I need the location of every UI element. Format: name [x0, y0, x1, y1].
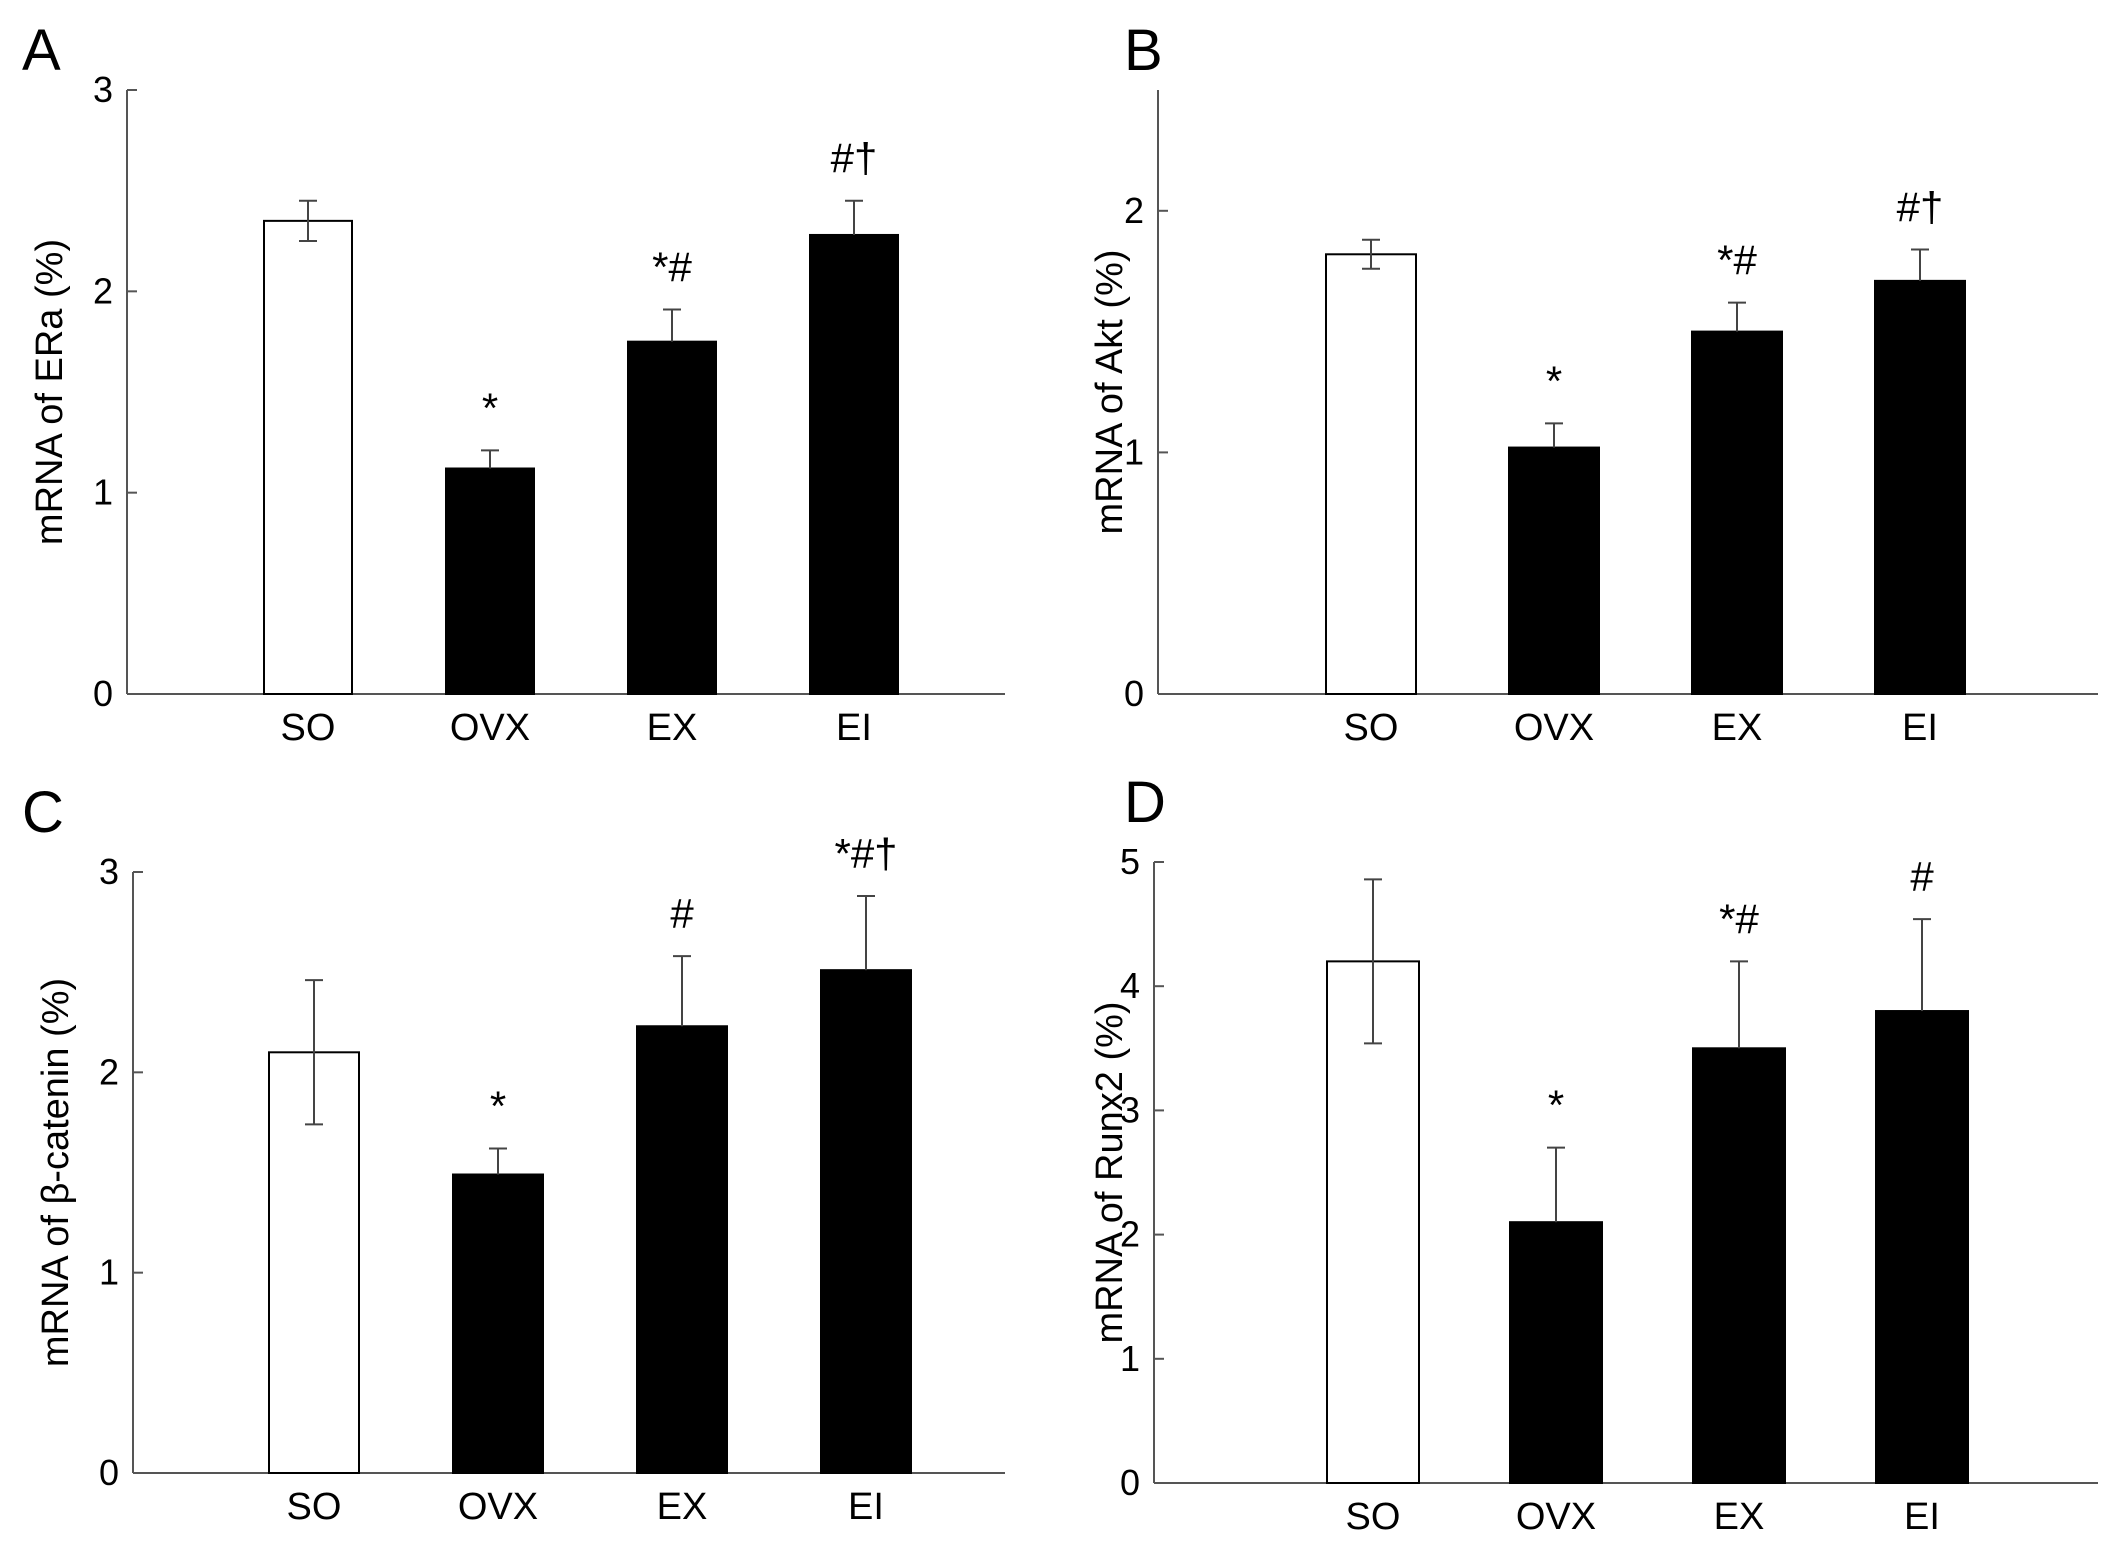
x-tick-label: SO: [1346, 1496, 1401, 1538]
x-tick-label: EI: [1902, 707, 1938, 749]
significance-label: *#: [1719, 895, 1759, 942]
y-tick-label: 2: [99, 1051, 119, 1092]
significance-label: *#: [652, 243, 692, 290]
y-tick-label: 1: [1120, 1338, 1140, 1379]
x-tick-label: OVX: [458, 1486, 538, 1528]
x-tick-label: EX: [647, 707, 698, 749]
y-tick-label: 3: [93, 69, 113, 110]
bar-so: [1325, 253, 1417, 695]
bar-ovx: [445, 467, 535, 695]
y-tick-label: 0: [1120, 1462, 1140, 1503]
y-tick-label: 2: [93, 270, 113, 311]
x-tick-label: SO: [281, 707, 336, 749]
y-tick-label: 1: [99, 1252, 119, 1293]
panel-letter: B: [1124, 18, 1163, 83]
y-tick-label: 0: [1124, 673, 1144, 714]
bar-ei: [1875, 1010, 1969, 1484]
y-tick-label: 0: [93, 673, 113, 714]
y-tick-label: 3: [1120, 1089, 1140, 1130]
bar-ex: [1692, 1047, 1786, 1485]
panel-a: A 0 1 2 3 mRNA of ERa (%) SO OVX * EX *# EI #†: [22, 18, 1005, 749]
significance-label: #: [670, 890, 694, 937]
x-tick-label: EI: [1904, 1496, 1940, 1538]
x-tick-label: OVX: [450, 707, 530, 749]
y-axis-label: mRNA of Akt (%): [1089, 249, 1131, 534]
x-tick-label: EI: [836, 707, 872, 749]
x-tick-label: EX: [1712, 707, 1763, 749]
y-tick-label: 0: [99, 1452, 119, 1493]
y-axis-label: mRNA of ERa (%): [29, 239, 71, 545]
panel-letter: A: [22, 18, 61, 83]
significance-label: #†: [831, 135, 878, 182]
y-axis-label: mRNA of β-catenin (%): [35, 978, 77, 1367]
bar-ovx: [1509, 1221, 1603, 1485]
y-tick-label: 2: [1124, 190, 1144, 231]
bar-ei: [809, 233, 899, 696]
x-tick-label: SO: [1344, 707, 1399, 749]
significance-label: *: [482, 384, 498, 431]
y-tick-label: 2: [1120, 1214, 1140, 1255]
bar-ovx: [1508, 446, 1600, 695]
bar-ex: [1691, 330, 1783, 695]
y-tick-label: 3: [99, 851, 119, 892]
panel-letter: C: [22, 780, 64, 845]
bar-so: [263, 219, 353, 695]
x-tick-label: EI: [848, 1486, 884, 1528]
bar-ei: [820, 969, 912, 1474]
bar-ei: [1874, 279, 1966, 695]
significance-label: *: [1546, 357, 1562, 404]
significance-label: *#: [1717, 237, 1757, 284]
x-tick-label: EX: [1714, 1496, 1765, 1538]
panel-d: D 0 1 2 3 4 5 mRNA of Runx2 (%) SO OVX * EX *# EI #: [1089, 770, 2098, 1538]
x-tick-label: OVX: [1514, 707, 1594, 749]
significance-label: #: [1910, 853, 1934, 900]
bar-so: [1326, 960, 1420, 1484]
y-axis-label: mRNA of Runx2 (%): [1089, 1001, 1131, 1343]
bar-ex: [636, 1025, 728, 1475]
bar-ex: [627, 340, 717, 695]
y-tick-label: 1: [93, 472, 113, 513]
panel-b: B 0 1 2 mRNA of Akt (%) SO OVX * EX *# EI #†: [1089, 18, 2098, 749]
panel-letter: D: [1124, 770, 1166, 835]
bar-ovx: [452, 1173, 544, 1474]
x-tick-label: EX: [657, 1486, 708, 1528]
y-tick-label: 1: [1124, 431, 1144, 472]
significance-label: *: [1548, 1082, 1564, 1129]
significance-label: *#†: [834, 830, 897, 877]
significance-label: *: [490, 1082, 506, 1129]
significance-label: #†: [1897, 183, 1944, 230]
x-tick-label: OVX: [1516, 1496, 1596, 1538]
panel-c: C 0 1 2 3 mRNA of β-catenin (%) SO OVX * EX # EI *#†: [22, 780, 1005, 1528]
y-tick-label: 4: [1120, 965, 1140, 1006]
y-tick-label: 5: [1120, 841, 1140, 882]
x-tick-label: SO: [287, 1486, 342, 1528]
